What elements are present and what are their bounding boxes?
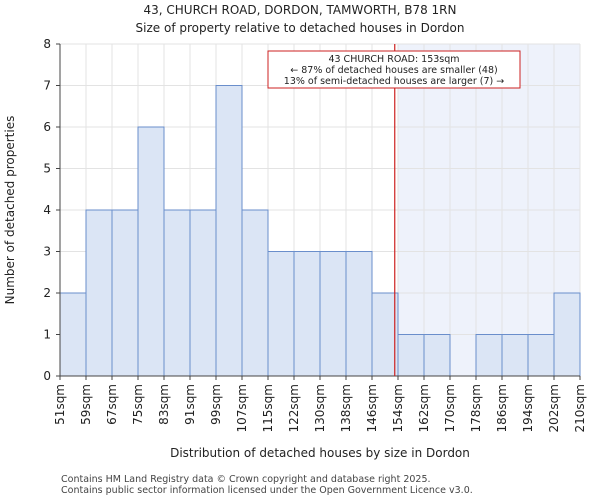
histogram-bar (423, 334, 451, 377)
x-tick-label: 91sqm (183, 384, 197, 425)
y-axis-label: Number of detached properties (3, 116, 17, 305)
annotation-box (267, 50, 521, 89)
footer-licence: Contains public sector information licen… (61, 485, 473, 496)
histogram-bar (553, 292, 581, 377)
x-tick-label: 122sqm (287, 384, 301, 432)
histogram-bar (527, 334, 555, 377)
x-tick-label: 178sqm (469, 384, 483, 432)
y-tick-label: 8 (43, 37, 51, 51)
histogram-bar (371, 292, 399, 377)
histogram-bar (293, 251, 321, 377)
chart-title-address: 43, CHURCH ROAD, DORDON, TAMWORTH, B78 1… (143, 3, 457, 17)
x-tick-label: 210sqm (573, 384, 587, 432)
histogram-bar (163, 209, 191, 377)
annotation-line-3: 13% of semi-detached houses are larger (… (284, 76, 504, 87)
histogram-bar (397, 334, 425, 377)
x-tick-label: 194sqm (521, 384, 535, 432)
histogram-bar (111, 209, 139, 377)
x-tick-label: 59sqm (79, 384, 93, 425)
y-tick-label: 6 (43, 120, 51, 134)
x-tick-label: 162sqm (417, 384, 431, 432)
histogram-bar (501, 334, 529, 377)
y-tick-label: 5 (43, 162, 51, 176)
histogram-bar (241, 209, 269, 377)
x-tick-label: 170sqm (443, 384, 457, 432)
x-axis-label: Distribution of detached houses by size … (170, 446, 470, 460)
y-tick-label: 2 (43, 286, 51, 300)
annotation-line-1: 43 CHURCH ROAD: 153sqm (328, 54, 459, 65)
histogram-bar (215, 85, 243, 377)
y-tick-label: 7 (43, 79, 51, 93)
histogram-bar (475, 334, 503, 377)
x-tick-label: 186sqm (495, 384, 509, 432)
y-tick-label: 1 (43, 328, 51, 342)
x-tick-label: 115sqm (261, 384, 275, 432)
histogram-bar (345, 251, 373, 377)
histogram-bar (85, 209, 113, 377)
histogram-bar (267, 251, 295, 377)
y-tick-label: 3 (43, 245, 51, 259)
x-tick-label: 67sqm (105, 384, 119, 425)
x-tick-label: 146sqm (365, 384, 379, 432)
x-tick-label: 99sqm (209, 384, 223, 425)
y-tick-label: 0 (43, 369, 51, 383)
histogram-chart: 0 1 2 3 4 5 6 7 8 51sqm 59sqm 67sqm 75sqm 83sqm 91sqm 9… (3, 37, 587, 460)
histogram-bar (137, 126, 165, 377)
x-tick-label: 107sqm (235, 384, 249, 432)
x-tick-label: 130sqm (313, 384, 327, 432)
footer-copyright: Contains HM Land Registry data © Crown c… (61, 474, 431, 485)
chart-title-subtitle: Size of property relative to detached ho… (135, 21, 465, 35)
y-tick-label: 4 (43, 203, 51, 217)
x-tick-label: 202sqm (547, 384, 561, 432)
histogram-bar (59, 292, 87, 377)
x-tick-label: 154sqm (391, 384, 405, 432)
annotation-line-2: ← 87% of detached houses are smaller (48… (290, 65, 497, 76)
x-tick-label: 138sqm (339, 384, 353, 432)
x-tick-label: 51sqm (53, 384, 67, 425)
x-tick-label: 75sqm (131, 384, 145, 425)
histogram-bar (319, 251, 347, 377)
histogram-bar (189, 209, 217, 377)
x-tick-label: 83sqm (157, 384, 171, 425)
